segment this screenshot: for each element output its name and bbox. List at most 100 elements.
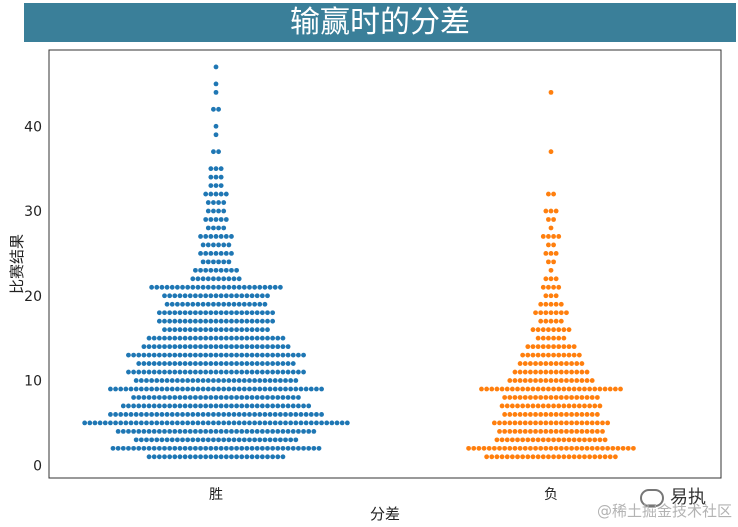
data-point <box>551 344 556 350</box>
data-point <box>136 428 142 434</box>
data-point <box>154 378 160 383</box>
data-point <box>533 361 538 366</box>
data-point <box>589 420 595 426</box>
data-point <box>156 445 162 451</box>
data-point <box>553 293 559 299</box>
data-point <box>561 454 567 460</box>
data-point <box>548 369 554 375</box>
data-point <box>272 412 278 417</box>
data-point <box>198 454 203 460</box>
data-point <box>128 412 134 417</box>
data-point <box>110 445 116 451</box>
data-point <box>231 284 237 290</box>
data-point <box>316 445 322 451</box>
data-point <box>177 344 183 350</box>
data-point <box>187 445 193 451</box>
data-point <box>502 445 508 451</box>
data-point <box>512 445 518 451</box>
data-point <box>205 284 211 290</box>
data-point <box>234 267 240 273</box>
data-point <box>187 428 193 434</box>
data-point <box>172 445 178 451</box>
data-point <box>193 445 198 451</box>
data-point <box>504 403 510 409</box>
data-point <box>187 335 193 341</box>
data-point <box>216 200 221 205</box>
data-point <box>185 437 191 443</box>
data-point <box>589 445 595 451</box>
data-point <box>138 437 144 443</box>
data-point <box>535 344 541 350</box>
data-point <box>546 352 551 358</box>
data-point <box>141 445 147 451</box>
data-point <box>187 318 193 324</box>
data-point <box>252 437 258 443</box>
data-point <box>149 412 155 417</box>
data-point <box>620 445 626 451</box>
data-point <box>551 242 556 248</box>
data-point <box>579 369 585 375</box>
data-point <box>533 428 538 434</box>
data-point <box>203 267 209 273</box>
data-point <box>594 395 600 400</box>
data-point <box>546 242 551 248</box>
data-point <box>193 267 198 273</box>
data-point <box>144 386 149 392</box>
data-point <box>241 412 247 417</box>
data-point <box>167 403 173 409</box>
data-point <box>543 412 549 417</box>
data-point <box>522 369 528 375</box>
data-point <box>574 369 580 375</box>
data-point <box>507 378 513 383</box>
data-point <box>205 386 211 392</box>
data-point <box>239 454 245 460</box>
data-point <box>229 445 234 451</box>
data-point <box>540 335 546 341</box>
data-point <box>520 454 526 460</box>
data-point <box>339 420 345 426</box>
data-point <box>190 386 196 392</box>
data-point <box>203 361 209 366</box>
data-point <box>198 310 203 316</box>
data-point <box>491 420 497 426</box>
data-point <box>193 293 198 299</box>
data-point <box>177 335 183 341</box>
data-point <box>522 378 528 383</box>
data-point <box>156 352 162 358</box>
data-point <box>146 403 152 409</box>
data-point <box>133 386 139 392</box>
data-point <box>244 403 250 409</box>
data-point <box>239 335 245 341</box>
data-point <box>216 276 221 282</box>
data-point <box>167 293 173 299</box>
data-point <box>270 369 276 375</box>
data-point <box>198 327 203 333</box>
data-point <box>149 420 155 426</box>
data-point <box>213 217 219 222</box>
data-point <box>558 395 564 400</box>
data-point <box>180 386 185 392</box>
data-point <box>162 428 167 434</box>
data-point <box>553 208 559 214</box>
data-point <box>234 369 240 375</box>
data-point <box>162 318 167 324</box>
data-point <box>208 318 214 324</box>
data-point <box>546 335 551 341</box>
data-point <box>136 395 142 400</box>
data-point <box>190 276 196 282</box>
data-point <box>285 369 291 375</box>
data-point <box>584 428 590 434</box>
data-point <box>548 208 554 214</box>
data-point <box>538 369 544 375</box>
data-point <box>218 344 224 350</box>
data-point <box>156 369 162 375</box>
data-point <box>131 352 137 358</box>
data-point <box>280 369 286 375</box>
data-point <box>533 310 538 316</box>
data-point <box>211 149 216 155</box>
data-point <box>156 403 162 409</box>
data-point <box>208 352 214 358</box>
data-point <box>205 200 211 205</box>
data-point <box>244 361 250 366</box>
data-point <box>234 428 240 434</box>
